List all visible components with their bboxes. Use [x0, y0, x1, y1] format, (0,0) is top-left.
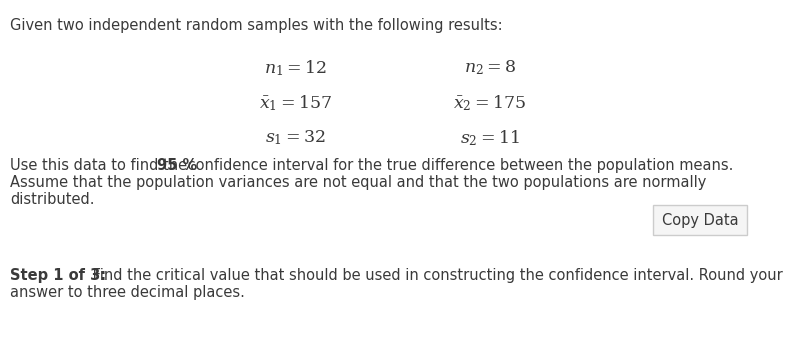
Text: $\bar{x}_1 = 157$: $\bar{x}_1 = 157$ — [258, 93, 331, 113]
Text: $\bar{x}_2 = 175$: $\bar{x}_2 = 175$ — [454, 93, 526, 113]
Text: confidence interval for the true difference between the population means.: confidence interval for the true differe… — [183, 158, 733, 173]
Text: Copy Data: Copy Data — [662, 213, 738, 227]
Text: Assume that the population variances are not equal and that the two populations : Assume that the population variances are… — [10, 175, 706, 190]
Text: $s_2 = 11$: $s_2 = 11$ — [460, 128, 520, 148]
Text: distributed.: distributed. — [10, 192, 95, 207]
Text: $s_1 = 32$: $s_1 = 32$ — [265, 128, 326, 147]
Text: $n_2 = 8$: $n_2 = 8$ — [464, 58, 516, 77]
Text: 95 %: 95 % — [157, 158, 198, 173]
Text: answer to three decimal places.: answer to three decimal places. — [10, 285, 245, 300]
Text: Find the critical value that should be used in constructing the confidence inter: Find the critical value that should be u… — [88, 268, 782, 283]
Text: $n_1 = 12$: $n_1 = 12$ — [263, 58, 326, 78]
Text: Use this data to find the: Use this data to find the — [10, 158, 192, 173]
Text: Step 1 of 3:: Step 1 of 3: — [10, 268, 106, 283]
FancyBboxPatch shape — [653, 205, 747, 235]
Text: Given two independent random samples with the following results:: Given two independent random samples wit… — [10, 18, 503, 33]
